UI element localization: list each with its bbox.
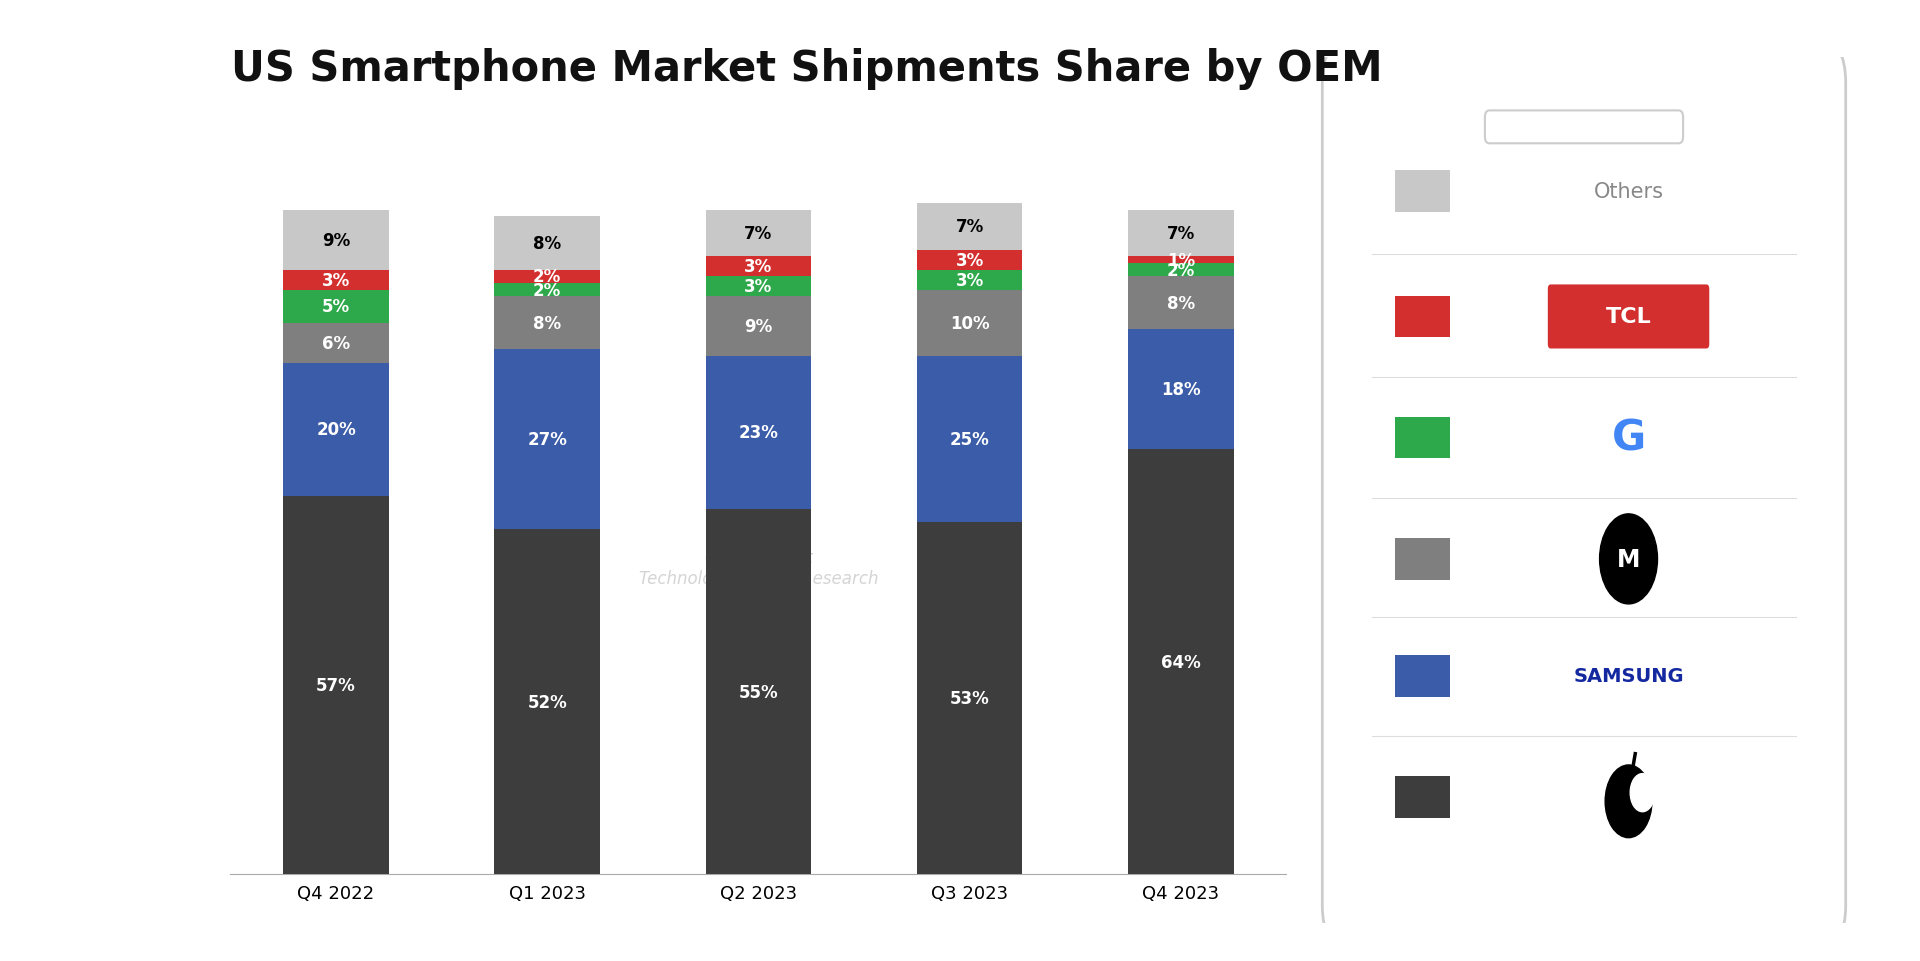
- Bar: [284, 363, 388, 496]
- Bar: [284, 270, 388, 290]
- Text: G: G: [1611, 417, 1645, 459]
- Text: 7%: 7%: [1167, 225, 1194, 243]
- Bar: [495, 217, 599, 270]
- Circle shape: [1599, 514, 1657, 604]
- FancyBboxPatch shape: [1548, 285, 1709, 349]
- Circle shape: [1605, 765, 1651, 838]
- Bar: [284, 496, 388, 875]
- Text: 10%: 10%: [950, 314, 989, 333]
- Bar: [707, 257, 812, 277]
- Text: : : [1617, 774, 1640, 812]
- Bar: [1129, 277, 1233, 330]
- Text: 55%: 55%: [739, 683, 778, 701]
- Text: 18%: 18%: [1162, 381, 1200, 399]
- Text: 7%: 7%: [745, 225, 772, 243]
- Text: 8%: 8%: [534, 234, 561, 253]
- Bar: [1129, 257, 1233, 263]
- Text: 27%: 27%: [528, 431, 566, 449]
- Bar: [918, 290, 1023, 357]
- FancyBboxPatch shape: [1394, 776, 1450, 818]
- Text: 8%: 8%: [1167, 294, 1194, 312]
- Text: 53%: 53%: [950, 690, 989, 707]
- Text: 64%: 64%: [1162, 653, 1200, 671]
- Text: 2%: 2%: [534, 268, 561, 286]
- FancyBboxPatch shape: [1394, 538, 1450, 580]
- Text: 3%: 3%: [956, 252, 983, 269]
- Text: 3%: 3%: [323, 271, 349, 289]
- FancyBboxPatch shape: [1394, 171, 1450, 212]
- Bar: [707, 277, 812, 297]
- Bar: [284, 324, 388, 363]
- Text: 1%: 1%: [1167, 252, 1194, 269]
- Bar: [918, 270, 1023, 290]
- Bar: [284, 210, 388, 270]
- Text: 5%: 5%: [323, 298, 349, 316]
- Text: Counterpoint
Technology Market Research: Counterpoint Technology Market Research: [639, 549, 877, 587]
- Text: 3%: 3%: [745, 258, 772, 276]
- Text: SAMSUNG: SAMSUNG: [1572, 667, 1684, 685]
- Bar: [707, 297, 812, 357]
- Text: 7%: 7%: [956, 218, 983, 236]
- FancyBboxPatch shape: [1484, 111, 1684, 144]
- Text: 25%: 25%: [950, 431, 989, 449]
- Text: 23%: 23%: [739, 424, 778, 442]
- Text: US Smartphone Market Shipments Share by OEM: US Smartphone Market Shipments Share by …: [230, 48, 1382, 90]
- Bar: [707, 210, 812, 257]
- FancyBboxPatch shape: [1394, 417, 1450, 459]
- Bar: [495, 530, 599, 875]
- Bar: [284, 290, 388, 324]
- Text: 52%: 52%: [528, 693, 566, 711]
- Text: 6%: 6%: [323, 334, 349, 353]
- Bar: [495, 297, 599, 350]
- Bar: [707, 509, 812, 875]
- Circle shape: [1630, 774, 1655, 812]
- Bar: [1129, 330, 1233, 450]
- Text: 8%: 8%: [534, 314, 561, 333]
- Text: 3%: 3%: [745, 278, 772, 296]
- Text: Others: Others: [1594, 182, 1663, 202]
- Bar: [495, 270, 599, 283]
- Text: 57%: 57%: [317, 677, 355, 694]
- Text: 2%: 2%: [534, 282, 561, 299]
- Text: 9%: 9%: [323, 232, 349, 250]
- FancyBboxPatch shape: [1394, 296, 1450, 338]
- Bar: [918, 204, 1023, 251]
- Bar: [495, 350, 599, 530]
- FancyBboxPatch shape: [1394, 655, 1450, 697]
- Bar: [1129, 210, 1233, 257]
- Bar: [495, 283, 599, 297]
- Text: 9%: 9%: [745, 318, 772, 335]
- Text: 3%: 3%: [956, 271, 983, 289]
- Bar: [918, 523, 1023, 875]
- Text: 2%: 2%: [1167, 261, 1194, 280]
- Text: TCL: TCL: [1605, 308, 1651, 327]
- Bar: [1129, 263, 1233, 277]
- Bar: [707, 357, 812, 509]
- Text: M: M: [1617, 548, 1640, 571]
- Bar: [1129, 450, 1233, 875]
- FancyBboxPatch shape: [1323, 40, 1845, 949]
- Text: 20%: 20%: [317, 421, 355, 438]
- Bar: [918, 251, 1023, 270]
- Bar: [918, 357, 1023, 523]
